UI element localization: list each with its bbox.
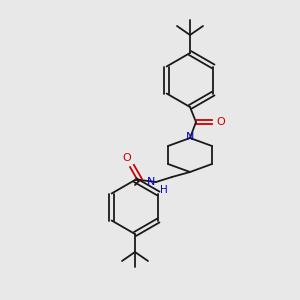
Text: O: O — [123, 153, 131, 163]
Text: N: N — [186, 132, 194, 142]
Text: N: N — [147, 177, 155, 187]
Text: O: O — [216, 117, 225, 127]
Text: H: H — [160, 185, 168, 195]
